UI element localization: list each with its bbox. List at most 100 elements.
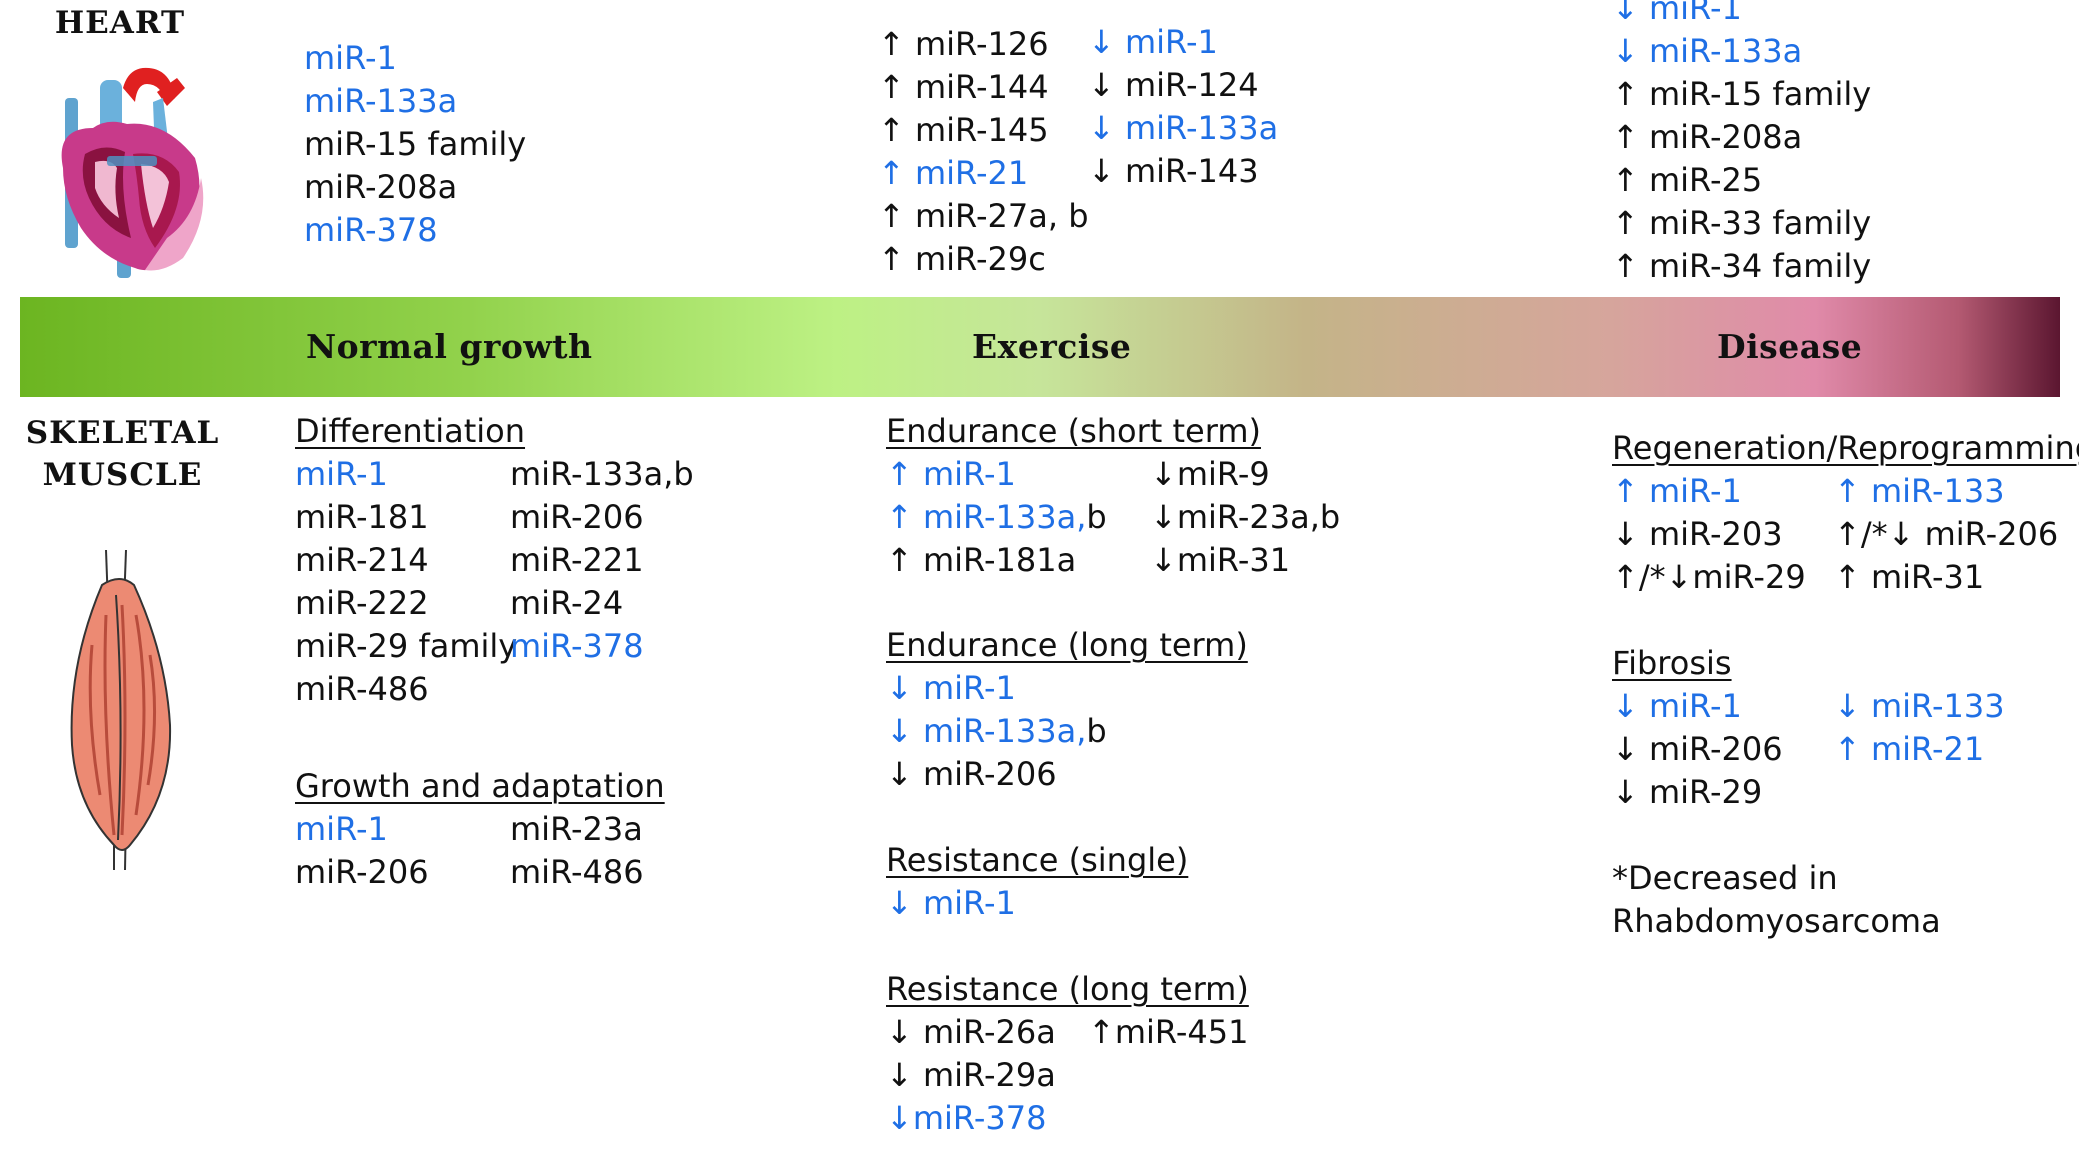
list-item: ↓ miR-1 [886, 884, 1016, 922]
skeletal-endurance-short-heading-wrap: Endurance (short term) [886, 410, 1261, 453]
list-item: ↓ miR-1 [1612, 0, 1742, 27]
skeletal-differentiation-list-b: miR-133a,b miR-206 miR-221 miR-24 miR-37… [510, 453, 694, 668]
list-item: miR-222 [295, 584, 429, 622]
list-item: ↓ miR-206 [1612, 730, 1783, 768]
list-item: ↑ miR-33 family [1612, 204, 1872, 242]
list-item: ↓ miR-1 [1612, 687, 1742, 725]
list-item: ↑ miR-34 family [1612, 247, 1872, 285]
section-heading-growth-adaptation: Growth and adaptation [295, 767, 665, 805]
list-item: miR-24 [510, 584, 624, 622]
list-item: miR-206 [295, 853, 429, 891]
list-item: ↑ miR-181a [886, 541, 1077, 579]
list-item: miR-1 [295, 810, 388, 848]
list-item: ↓ miR-29 [1612, 773, 1763, 811]
skeletal-endurance-short-list-a: ↑ miR-1 ↑ miR-133a,b ↑ miR-181a [886, 453, 1107, 582]
list-item: miR-23a [510, 810, 643, 848]
skeletal-endurance-short-list-b: ↓miR-9 ↓miR-23a,b ↓miR-31 [1150, 453, 1340, 582]
skeletal-regeneration-list-b: ↑ miR-133 ↑/*↓ miR-206 ↑ miR-31 [1834, 470, 2058, 599]
list-item: ↓miR-23a,b [1150, 498, 1341, 536]
section-heading-resistance-long: Resistance (long term) [886, 970, 1249, 1008]
skeletal-fibrosis-list-a: ↓ miR-1 ↓ miR-206 ↓ miR-29 [1612, 685, 1783, 814]
list-item: ↓ miR-133a [1088, 109, 1279, 147]
footnote-line-1: *Decreased in [1612, 859, 1838, 897]
list-item: miR-1 [295, 455, 388, 493]
list-item: ↓ miR-26a [886, 1013, 1056, 1051]
heart-exercise-list-down: ↓ miR-1 ↓ miR-124 ↓ miR-133a ↓ miR-143 [1088, 21, 1278, 193]
skeletal-resistance-long-section: Resistance (long term) ↓ miR-26a ↓ miR-2… [886, 968, 1249, 1140]
skeletal-title-line2: MUSCLE [42, 457, 203, 493]
list-item: ↓ miR-203 [1612, 515, 1783, 553]
list-item: ↓ miR-206 [886, 755, 1057, 793]
section-heading-endurance-short: Endurance (short term) [886, 412, 1261, 450]
list-item: miR-181 [295, 498, 429, 536]
heart-illustration-icon [61, 67, 204, 278]
list-item: miR-378 [510, 627, 644, 665]
list-item: ↑ miR-1 [1612, 472, 1742, 510]
skeletal-growth-list-b: miR-23a miR-486 [510, 808, 644, 894]
list-item: ↓ miR-143 [1088, 152, 1259, 190]
skeletal-growth-list-a: miR-1 miR-206 [295, 808, 429, 894]
heart-title: HEART [54, 5, 186, 41]
list-item: ↑ miR-1 [886, 455, 1016, 493]
heart-disease-list: ↓ miR-1 ↓ miR-133a ↑ miR-15 family ↑ miR… [1612, 0, 1871, 288]
skeletal-resistance-long-list-b: ↑miR-451 [1088, 1011, 1248, 1054]
list-item: ↑ miR-27a, b [878, 197, 1089, 235]
list-item: ↑miR-451 [1088, 1013, 1249, 1051]
list-item: ↑ miR-25 [1612, 161, 1763, 199]
list-item: ↑ miR-208a [1612, 118, 1803, 156]
heart-normal-list: miR-1 miR-133a miR-15 family miR-208a mi… [304, 37, 526, 252]
list-item: ↑ miR-145 [878, 111, 1049, 149]
skeletal-regeneration-list-a: ↑ miR-1 ↓ miR-203 ↑/*↓miR-29 [1612, 470, 1806, 599]
list-item: ↑/*↓miR-29 [1612, 558, 1806, 596]
list-item: ↑ miR-126 [878, 25, 1049, 63]
list-item: ↓ miR-1 [886, 669, 1016, 707]
section-heading-endurance-long: Endurance (long term) [886, 626, 1248, 664]
list-item: ↓ miR-29a [886, 1056, 1056, 1094]
muscle-illustration-icon [70, 549, 172, 871]
list-item: ↑/*↓ miR-206 [1834, 515, 2059, 553]
list-item: miR-486 [295, 670, 429, 708]
band-label-disease: Disease [1717, 327, 1863, 366]
list-item: ↓ miR-1 [1088, 23, 1218, 61]
section-heading-regeneration: Regeneration/Reprogramming [1612, 429, 2079, 467]
skeletal-growth-heading-wrap: Growth and adaptation [295, 765, 665, 808]
band-label-exercise: Exercise [972, 327, 1132, 366]
list-item: ↑ miR-144 [878, 68, 1049, 106]
list-item: miR-221 [510, 541, 644, 579]
list-item: ↓miR-378 [886, 1099, 1047, 1137]
skeletal-regeneration-heading-wrap: Regeneration/Reprogramming [1612, 427, 2079, 470]
list-item: miR-29 family [295, 627, 518, 665]
skeletal-muscle-title: SKELETAL MUSCLE [15, 412, 230, 496]
list-item: ↓ miR-124 [1088, 66, 1259, 104]
list-item: ↓ miR-133a,b [886, 712, 1107, 750]
list-item: ↑ miR-21 [1834, 730, 1985, 768]
list-item: ↑ miR-133a,b [886, 498, 1107, 536]
list-item: miR-206 [510, 498, 644, 536]
list-item: ↓ miR-133a [1612, 32, 1803, 70]
section-heading-differentiation: Differentiation [295, 412, 526, 450]
list-item: ↑ miR-29c [878, 240, 1046, 278]
heart-exercise-list-up: ↑ miR-126 ↑ miR-144 ↑ miR-145 ↑ miR-21 ↑… [878, 23, 1089, 281]
skeletal-fibrosis-heading-wrap: Fibrosis [1612, 642, 1732, 685]
list-item: miR-486 [510, 853, 644, 891]
list-item: miR-133a [304, 82, 458, 120]
footnote-line-2: Rhabdomyosarcoma [1612, 902, 1941, 940]
list-item: miR-214 [295, 541, 429, 579]
list-item: ↓miR-9 [1150, 455, 1270, 493]
section-heading-fibrosis: Fibrosis [1612, 644, 1732, 682]
list-item: ↑ miR-31 [1834, 558, 1985, 596]
list-item: ↓miR-31 [1150, 541, 1291, 579]
list-item: ↑ miR-133 [1834, 472, 2005, 510]
skeletal-endurance-long-section: Endurance (long term) ↓ miR-1 ↓ miR-133a… [886, 624, 1248, 796]
skeletal-title-line1: SKELETAL [25, 415, 220, 451]
band-label-normal-growth: Normal growth [306, 327, 593, 366]
list-item: miR-133a,b [510, 455, 694, 493]
skeletal-normal-section: Differentiation [295, 410, 695, 453]
footnote: *Decreased in Rhabdomyosarcoma [1612, 857, 1941, 943]
skeletal-resistance-single-section: Resistance (single) ↓ miR-1 [886, 839, 1188, 925]
list-item: ↓ miR-133 [1834, 687, 2005, 725]
skeletal-fibrosis-list-b: ↓ miR-133 ↑ miR-21 [1834, 685, 2005, 771]
list-item: ↑ miR-21 [878, 154, 1029, 192]
list-item: miR-208a [304, 168, 458, 206]
list-item: miR-15 family [304, 125, 527, 163]
